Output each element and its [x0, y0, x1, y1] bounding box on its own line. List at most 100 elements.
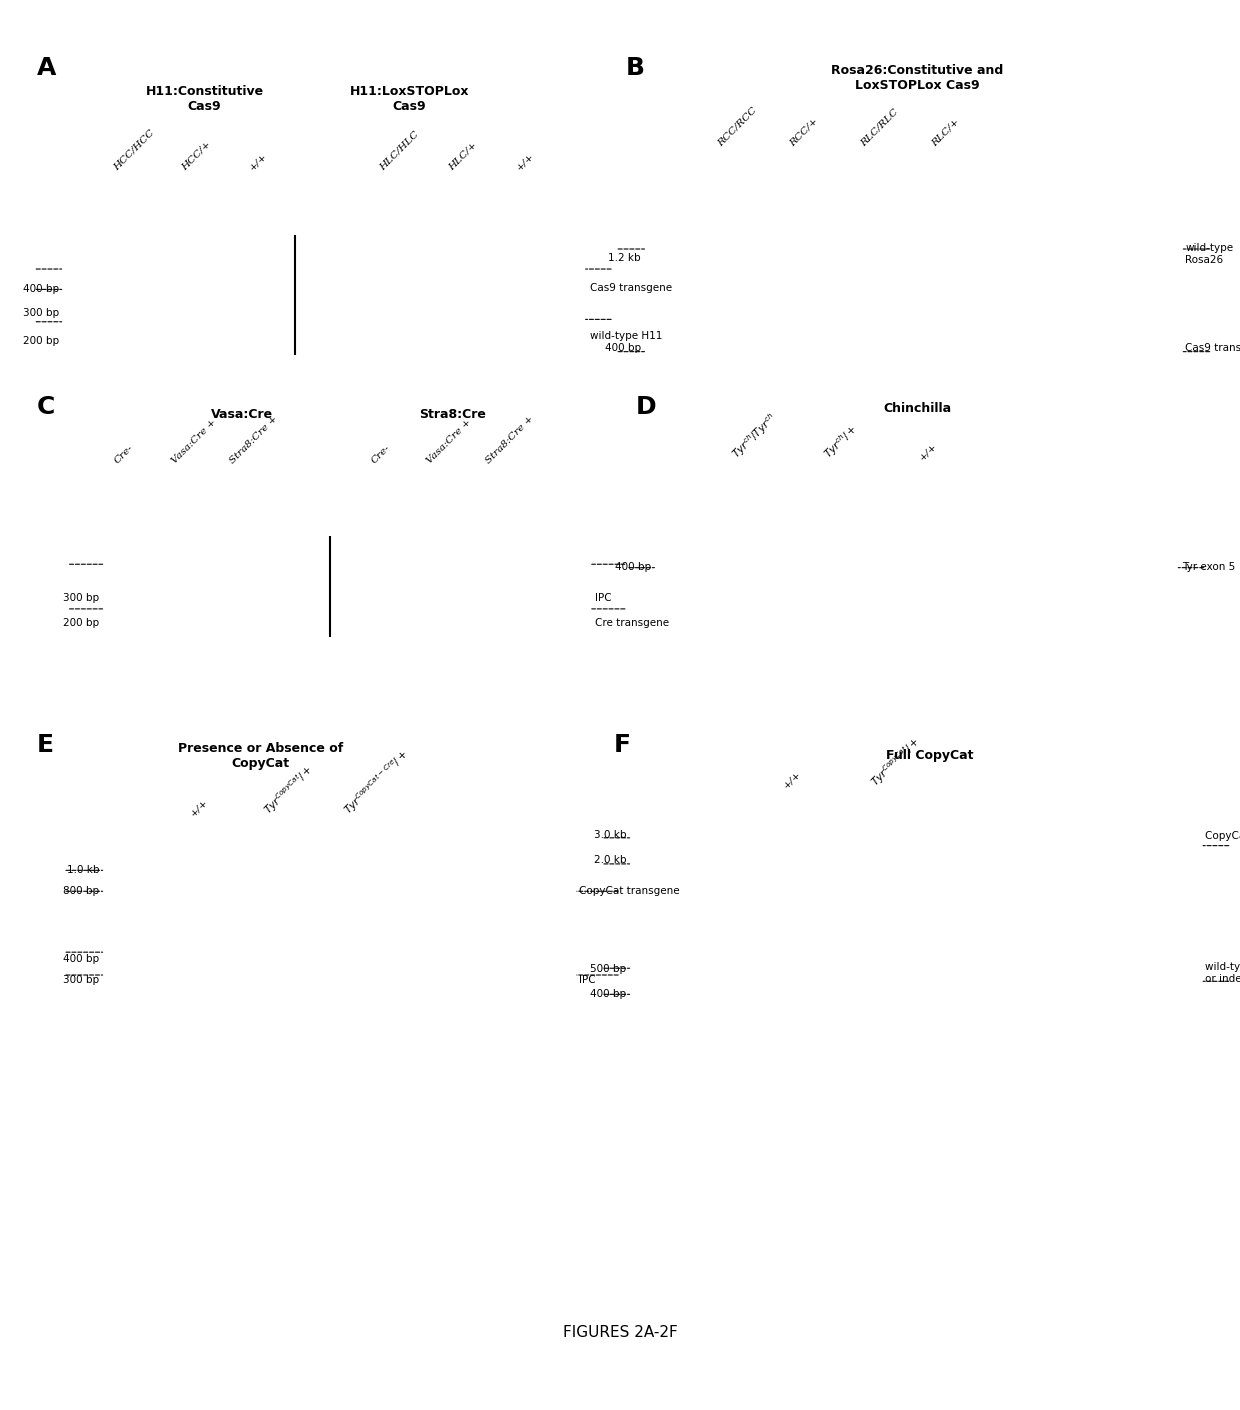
Text: H11:LoxSTOPLox
Cas9: H11:LoxSTOPLox Cas9: [350, 85, 469, 113]
FancyBboxPatch shape: [652, 264, 717, 293]
Text: Cre transgene: Cre transgene: [595, 618, 670, 629]
FancyBboxPatch shape: [482, 550, 551, 578]
FancyBboxPatch shape: [1042, 337, 1127, 367]
FancyBboxPatch shape: [179, 550, 246, 578]
FancyBboxPatch shape: [376, 307, 459, 331]
Text: $Tyr^{CopyCat}/+$: $Tyr^{CopyCat}/+$: [260, 761, 316, 818]
FancyBboxPatch shape: [670, 560, 748, 582]
FancyBboxPatch shape: [1042, 221, 1127, 262]
FancyBboxPatch shape: [110, 550, 179, 578]
FancyBboxPatch shape: [314, 257, 397, 281]
Text: Vasa:Cre +: Vasa:Cre +: [170, 417, 218, 465]
Text: 300 bp: 300 bp: [63, 974, 99, 986]
FancyBboxPatch shape: [246, 595, 314, 623]
FancyBboxPatch shape: [113, 926, 164, 948]
Text: A: A: [37, 56, 57, 80]
FancyBboxPatch shape: [138, 257, 219, 281]
FancyBboxPatch shape: [749, 221, 833, 262]
FancyBboxPatch shape: [424, 962, 500, 988]
Text: 400 bp: 400 bp: [63, 953, 99, 964]
Text: Stra8:Cre: Stra8:Cre: [419, 407, 486, 422]
Text: HCC/HCC: HCC/HCC: [112, 128, 156, 172]
FancyBboxPatch shape: [113, 852, 164, 878]
Text: 300 bp: 300 bp: [63, 592, 99, 603]
Text: Tyr exon 5: Tyr exon 5: [1182, 561, 1235, 572]
Text: wild-type H11: wild-type H11: [590, 330, 662, 341]
FancyBboxPatch shape: [670, 532, 748, 557]
Text: D: D: [636, 395, 657, 419]
Text: +/+: +/+: [188, 797, 210, 818]
Text: RCC/RCC: RCC/RCC: [715, 106, 758, 148]
Text: Rosa26:Constitutive and
LoxSTOPLox Cas9: Rosa26:Constitutive and LoxSTOPLox Cas9: [832, 63, 1003, 92]
Text: E: E: [37, 733, 55, 757]
Text: 2.0 kb: 2.0 kb: [594, 854, 626, 866]
Text: 400 bp: 400 bp: [590, 988, 626, 1000]
Text: HLC/+: HLC/+: [446, 140, 479, 172]
FancyBboxPatch shape: [641, 877, 703, 902]
FancyBboxPatch shape: [200, 962, 274, 988]
Text: +/+: +/+: [515, 151, 536, 172]
Text: Cre-: Cre-: [370, 443, 392, 465]
FancyBboxPatch shape: [946, 221, 1032, 262]
Text: wild-type Tyr exon 4
or indel: wild-type Tyr exon 4 or indel: [1205, 962, 1240, 984]
Text: $Tyr^{CopyCat-Cre}/+$: $Tyr^{CopyCat-Cre}/+$: [341, 746, 412, 818]
Text: +/+: +/+: [781, 768, 802, 790]
Text: HCC/+: HCC/+: [180, 140, 212, 172]
FancyBboxPatch shape: [246, 550, 314, 578]
FancyBboxPatch shape: [113, 907, 164, 929]
Text: 400 bp: 400 bp: [605, 343, 641, 354]
Text: F: F: [614, 733, 631, 757]
Text: +/+: +/+: [918, 441, 939, 462]
Text: RLC/RLC: RLC/RLC: [859, 107, 900, 148]
FancyBboxPatch shape: [424, 878, 500, 905]
FancyBboxPatch shape: [1056, 553, 1140, 582]
FancyBboxPatch shape: [641, 846, 703, 871]
FancyBboxPatch shape: [749, 262, 833, 295]
Text: 1.0 kb: 1.0 kb: [67, 864, 99, 876]
FancyBboxPatch shape: [347, 550, 415, 578]
FancyBboxPatch shape: [749, 337, 833, 367]
Text: Cas9 transgene: Cas9 transgene: [590, 282, 672, 293]
Text: 200 bp: 200 bp: [24, 336, 60, 347]
FancyBboxPatch shape: [641, 976, 703, 1003]
Text: 400 bp: 400 bp: [24, 283, 60, 295]
Text: 200 bp: 200 bp: [63, 618, 99, 629]
FancyBboxPatch shape: [641, 945, 703, 971]
Text: CopyCat transgene: CopyCat transgene: [1205, 830, 1240, 842]
FancyBboxPatch shape: [438, 307, 521, 331]
Text: Cas9 transgene: Cas9 transgene: [1185, 343, 1240, 354]
FancyBboxPatch shape: [652, 213, 717, 250]
FancyBboxPatch shape: [926, 553, 1009, 582]
Text: Cre-: Cre-: [113, 443, 135, 465]
Text: C: C: [37, 395, 56, 419]
FancyBboxPatch shape: [797, 553, 880, 582]
FancyBboxPatch shape: [376, 257, 459, 281]
Text: H11:Constitutive
Cas9: H11:Constitutive Cas9: [145, 85, 264, 113]
FancyBboxPatch shape: [311, 878, 387, 905]
FancyBboxPatch shape: [641, 1007, 703, 1034]
Text: CopyCat transgene: CopyCat transgene: [579, 885, 680, 897]
Text: 400 bp: 400 bp: [615, 561, 651, 572]
FancyBboxPatch shape: [113, 876, 164, 900]
Text: +/+: +/+: [248, 151, 269, 172]
Text: Vasa:Cre: Vasa:Cre: [211, 407, 273, 422]
Text: 1.2 kb: 1.2 kb: [609, 252, 641, 264]
FancyBboxPatch shape: [844, 337, 930, 367]
FancyBboxPatch shape: [200, 307, 283, 331]
FancyBboxPatch shape: [652, 337, 717, 367]
FancyBboxPatch shape: [641, 816, 703, 849]
FancyBboxPatch shape: [946, 337, 1032, 367]
FancyBboxPatch shape: [973, 963, 1110, 1000]
Text: 800 bp: 800 bp: [63, 885, 99, 897]
Text: Chinchilla: Chinchilla: [884, 402, 951, 416]
FancyBboxPatch shape: [670, 499, 748, 527]
Text: wild-type
Rosa26: wild-type Rosa26: [1185, 243, 1234, 265]
Text: 500 bp: 500 bp: [590, 963, 626, 974]
Text: Vasa:Cre +: Vasa:Cre +: [425, 417, 474, 465]
FancyBboxPatch shape: [113, 946, 164, 966]
FancyBboxPatch shape: [973, 828, 1110, 864]
Text: Stra8:Cre +: Stra8:Cre +: [484, 415, 534, 465]
Text: Stra8:Cre +: Stra8:Cre +: [228, 415, 279, 465]
FancyBboxPatch shape: [797, 578, 880, 603]
Text: FIGURES 2A-2F: FIGURES 2A-2F: [563, 1325, 677, 1339]
